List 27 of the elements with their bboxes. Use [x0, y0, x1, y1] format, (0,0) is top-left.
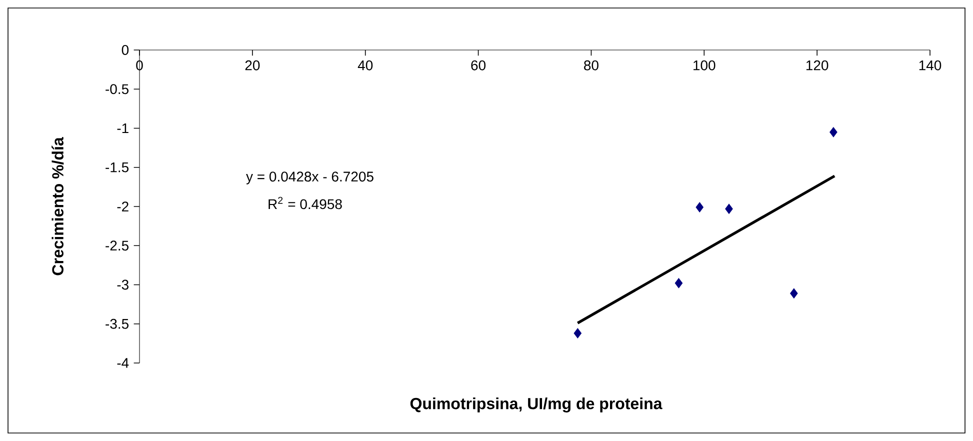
point	[830, 127, 838, 138]
y-tick-label: -3	[117, 280, 128, 290]
annotation: y = 0.0428x - 6.7205	[246, 172, 374, 184]
x-tick-label: 40	[358, 60, 373, 70]
y-tick-label: -1	[117, 123, 128, 134]
x-tick-label: 20	[245, 60, 260, 70]
y-axis-title: Crecimiento %/día	[52, 137, 64, 276]
x-tick-label: 60	[471, 60, 486, 70]
x-tick-label: 80	[584, 60, 598, 70]
y-tick-label: -2.5	[106, 240, 129, 251]
y-tick-label: -3.5	[106, 318, 129, 329]
point	[790, 288, 798, 298]
y-tick-label: 0	[122, 45, 129, 55]
point	[696, 202, 704, 212]
y-tick-label: -2	[117, 202, 128, 212]
y-tick-label: -0.5	[106, 84, 129, 94]
annotation: R$^{2}$ = 0.4958	[268, 196, 342, 210]
x-tick-label: 140	[919, 60, 942, 70]
x-tick-label: 100	[694, 60, 716, 70]
x-axis-title: Quimotripsina, UI/mg de proteina	[410, 398, 662, 412]
y-tick-label: -1.5	[106, 162, 129, 172]
point	[725, 204, 733, 214]
x-tick-label: 0	[136, 60, 143, 70]
point	[674, 278, 683, 288]
x-tick-label: 120	[806, 60, 828, 70]
y-tick-label: -4	[117, 358, 129, 368]
point	[574, 328, 582, 338]
